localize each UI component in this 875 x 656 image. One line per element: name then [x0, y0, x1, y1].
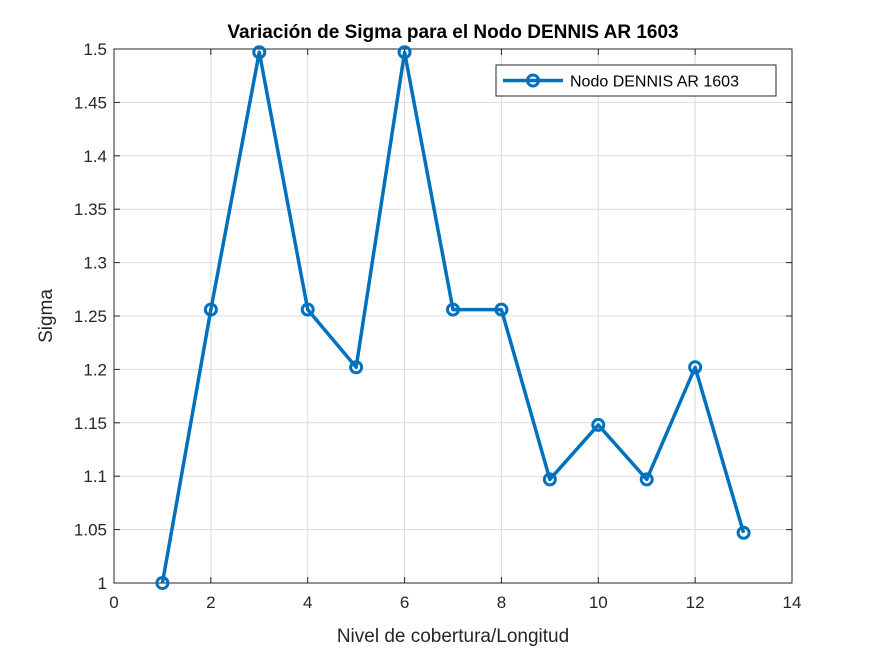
x-tick-label: 10 — [589, 593, 608, 612]
data-point — [300, 302, 315, 317]
data-point — [639, 472, 654, 487]
data-point — [397, 45, 412, 60]
y-tick-label: 1.2 — [83, 360, 107, 379]
y-tick-label: 1.1 — [83, 467, 107, 486]
x-tick-label: 6 — [400, 593, 409, 612]
data-point — [446, 302, 460, 317]
y-tick-label: 1.45 — [74, 93, 107, 112]
x-tick-label: 8 — [497, 593, 506, 612]
y-tick-label: 1.15 — [74, 414, 107, 433]
data-point — [591, 417, 606, 432]
y-tick-label: 1.4 — [83, 147, 107, 166]
x-ticks: 0 2 4 6 8 10 12 14 — [109, 49, 801, 612]
y-ticks: 1 1.05 1.1 1.15 1.2 1.25 1.3 1.35 1.4 1.45 1.5 — [74, 40, 792, 593]
data-point — [542, 472, 557, 487]
legend-marker-sample — [526, 73, 540, 88]
x-tick-label: 14 — [783, 593, 802, 612]
series-line — [160, 50, 746, 584]
chart-title: Variación de Sigma para el Nodo DENNIS A… — [227, 22, 678, 43]
data-point — [688, 360, 703, 375]
legend: Nodo DENNIS AR 1603 — [495, 64, 777, 97]
data-point — [155, 576, 170, 590]
x-tick-label: 12 — [686, 593, 705, 612]
data-point — [203, 302, 218, 317]
x-tick-label: 0 — [109, 593, 118, 612]
y-tick-label: 1.25 — [74, 307, 107, 326]
data-point — [252, 45, 267, 60]
y-tick-label: 1 — [98, 574, 107, 593]
x-axis-label: Nivel de cobertura/Longitud — [337, 626, 569, 647]
y-tick-label: 1.5 — [83, 40, 107, 59]
series-layer — [155, 45, 751, 590]
data-point — [736, 525, 751, 540]
y-tick-label: 1.35 — [74, 200, 107, 219]
x-tick-label: 2 — [206, 593, 215, 612]
y-axis-label: Sigma — [36, 289, 57, 343]
legend-label: Nodo DENNIS AR 1603 — [570, 74, 739, 91]
x-tick-label: 4 — [303, 593, 312, 612]
y-tick-label: 1.05 — [74, 521, 107, 540]
data-point — [494, 302, 509, 317]
data-point — [349, 360, 364, 375]
y-tick-label: 1.3 — [83, 254, 107, 273]
